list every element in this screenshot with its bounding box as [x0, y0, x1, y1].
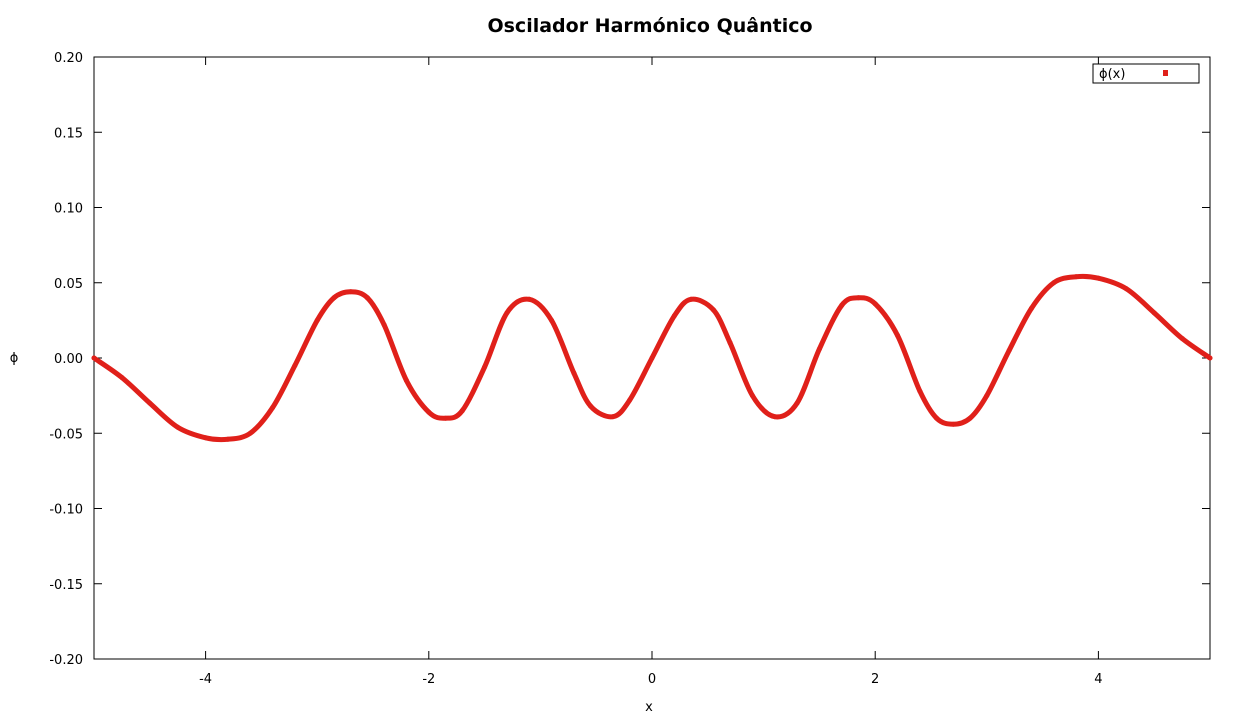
- y-axis-label: ϕ: [10, 351, 19, 366]
- data-point: [1095, 275, 1101, 281]
- y-tick-label: 0.10: [54, 202, 83, 217]
- y-tick-label: 0.00: [54, 352, 83, 367]
- data-point: [1073, 274, 1079, 280]
- data-point: [381, 322, 387, 328]
- data-point: [175, 424, 181, 430]
- data-point: [610, 414, 616, 420]
- x-tick-label: 4: [1094, 672, 1102, 687]
- data-point: [549, 317, 555, 323]
- y-tick-label: 0.20: [54, 51, 83, 66]
- data-point: [1051, 280, 1057, 286]
- data-point: [1207, 355, 1213, 361]
- x-tick-label: -2: [422, 672, 435, 687]
- data-point: [727, 340, 733, 346]
- data-point: [147, 400, 153, 406]
- data-point: [588, 403, 594, 409]
- x-tick-label: 2: [871, 672, 879, 687]
- data-point: [710, 307, 716, 313]
- data-point: [1179, 335, 1185, 341]
- y-tick-label: 0.15: [54, 126, 83, 141]
- data-point: [119, 375, 125, 381]
- data-point: [855, 295, 861, 301]
- data-point: [688, 296, 694, 302]
- data-point: [403, 378, 409, 384]
- data-point: [772, 414, 778, 420]
- legend: ϕ(x): [1092, 63, 1200, 84]
- data-point: [627, 397, 633, 403]
- data-point: [203, 435, 209, 441]
- data-point: [348, 289, 354, 295]
- data-point: [482, 364, 488, 370]
- data-point: [91, 355, 97, 361]
- data-point: [571, 370, 577, 376]
- data-point: [950, 421, 956, 427]
- data-point: [526, 296, 532, 302]
- y-tick-label: -0.10: [49, 503, 83, 518]
- data-point: [1123, 286, 1129, 292]
- data-point: [270, 405, 276, 411]
- data-point: [247, 430, 253, 436]
- data-point: [967, 415, 973, 421]
- data-point: [671, 313, 677, 319]
- y-tick-label: -0.15: [49, 578, 83, 593]
- data-point: [749, 393, 755, 399]
- legend-box: [1092, 63, 1200, 84]
- series-phi: [91, 273, 1213, 443]
- y-tick-label: -0.20: [49, 653, 83, 668]
- data-point: [649, 355, 655, 361]
- data-point: [1151, 310, 1157, 316]
- data-point: [225, 436, 231, 442]
- y-tick-label: -0.05: [49, 427, 83, 442]
- axis-ticks: -0.20 -0.15 -0.10 -0.05 0.00 0.05 0.10 0.15 0.20…: [49, 51, 1210, 687]
- x-axis-label: x: [645, 700, 653, 715]
- data-point: [984, 393, 990, 399]
- data-point: [839, 302, 845, 308]
- legend-marker: [1163, 70, 1168, 76]
- data-point: [314, 317, 320, 323]
- legend-label: ϕ(x): [1099, 67, 1125, 82]
- data-point: [292, 363, 298, 369]
- data-point: [459, 408, 465, 414]
- data-point: [331, 295, 337, 301]
- data-point: [794, 400, 800, 406]
- data-point: [816, 346, 822, 352]
- data-point: [895, 332, 901, 338]
- data-point: [364, 295, 370, 301]
- chart-title: Oscilador Harmónico Quântico: [487, 15, 812, 37]
- data-point: [504, 310, 510, 316]
- x-tick-label: -4: [199, 672, 212, 687]
- data-point: [1006, 347, 1012, 353]
- data-point: [443, 415, 449, 421]
- data-point: [934, 415, 940, 421]
- data-point: [917, 388, 923, 394]
- data-point: [426, 409, 432, 415]
- x-tick-label: 0: [648, 672, 656, 687]
- data-point: [872, 301, 878, 307]
- data-point: [1028, 305, 1034, 311]
- y-tick-label: 0.05: [54, 277, 83, 292]
